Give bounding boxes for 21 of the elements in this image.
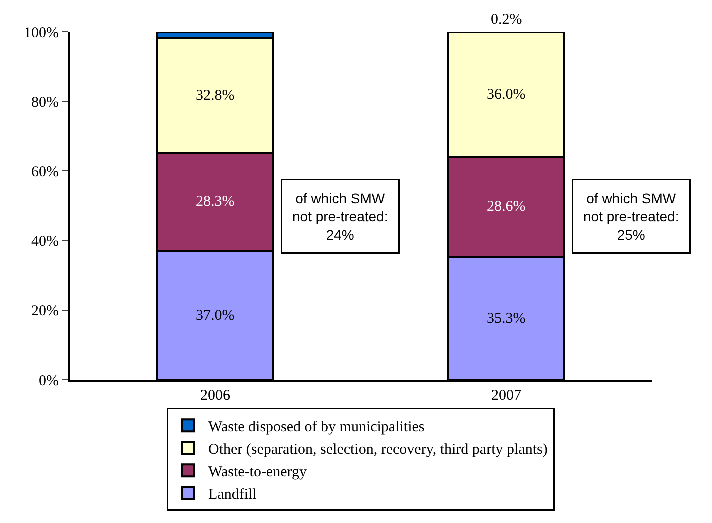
data-label: 35.3% xyxy=(487,311,526,327)
y-tick-label: 100% xyxy=(24,25,59,42)
legend-label: Landfill xyxy=(208,486,257,503)
data-label: 28.3% xyxy=(196,194,235,210)
x-tick-label: 2007 xyxy=(492,388,522,404)
y-tick-label: 60% xyxy=(32,164,59,180)
data-label: 32.8% xyxy=(196,88,235,104)
y-tick-label: 0% xyxy=(39,373,59,390)
annotation: of which SMW not pre-treated: 24% xyxy=(292,190,388,243)
y-tick-label: 80% xyxy=(32,94,59,111)
annotation: of which SMW not pre-treated: 25% xyxy=(584,190,680,243)
x-tick-label: 2006 xyxy=(200,388,231,404)
legend-label: Other (separation, selection, recovery, third party plants) xyxy=(208,442,548,458)
y-tick-label: 40% xyxy=(32,234,59,250)
data-label: 28.6% xyxy=(487,199,526,215)
legend-label: Waste disposed of by municipalities xyxy=(208,419,425,436)
data-label: 36.0% xyxy=(487,87,526,103)
data-label: 0.2% xyxy=(491,12,522,28)
legend-label: Waste-to-energy xyxy=(208,464,308,480)
y-tick-label: 20% xyxy=(32,304,59,320)
data-label: 37.0% xyxy=(196,308,235,324)
